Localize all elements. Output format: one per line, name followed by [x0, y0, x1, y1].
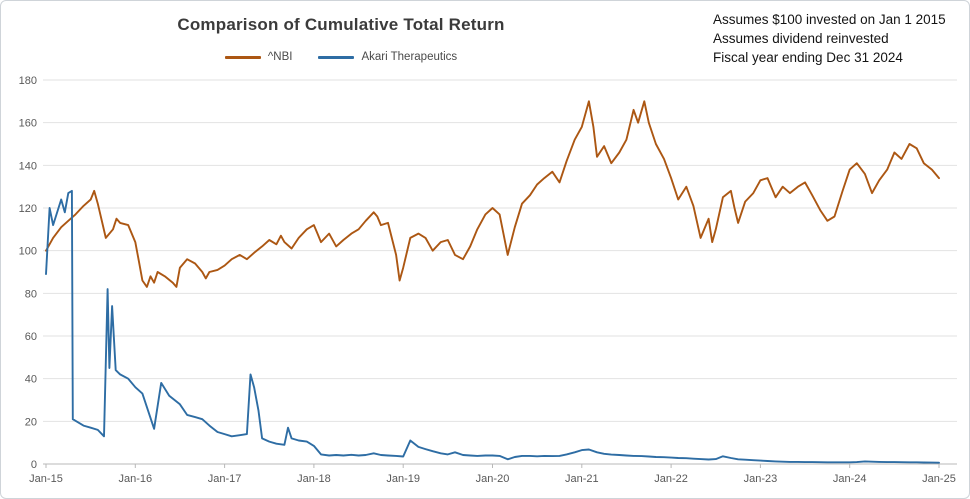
- x-axis-tick-label: Jan-18: [297, 473, 331, 485]
- series-line--nbi: [45, 100, 940, 288]
- x-axis-tick-label: Jan-25: [922, 473, 956, 485]
- annotation-line-2: Assumes dividend reinvested: [713, 31, 889, 46]
- y-axis-tick-label: 140: [19, 160, 37, 172]
- akari-line-swatch: [318, 55, 355, 59]
- annotation-line-3: Fiscal year ending Dec 31 2024: [713, 50, 903, 65]
- annotation-line-1: Assumes $100 invested on Jan 1 2015: [713, 12, 946, 27]
- x-axis-tick-label: Jan-21: [565, 473, 599, 485]
- x-axis-tick-label: Jan-15: [29, 473, 63, 485]
- x-axis-tick-label: Jan-24: [833, 473, 867, 485]
- x-axis-tick-label: Jan-19: [386, 473, 420, 485]
- nbi-line-swatch: [224, 55, 261, 59]
- legend-label-nbi: ^NBI: [267, 51, 293, 63]
- x-axis-tick-label: Jan-20: [476, 473, 510, 485]
- series-line-akari-therapeutics: [45, 189, 940, 464]
- chart-title: Comparison of Cumulative Total Return: [177, 15, 505, 34]
- x-axis-tick-label: Jan-17: [208, 473, 242, 485]
- legend-item-akari: Akari Therapeutics: [318, 51, 457, 63]
- chart-annotation: Assumes $100 invested on Jan 1 2015 Assu…: [713, 10, 963, 67]
- chart-legend: ^NBI Akari Therapeutics: [1, 51, 681, 63]
- legend-label-akari: Akari Therapeutics: [361, 51, 458, 63]
- y-axis-tick-label: 160: [19, 118, 37, 130]
- x-axis-tick-label: Jan-23: [744, 473, 778, 485]
- y-axis-tick-label: 80: [25, 288, 37, 300]
- y-axis-tick-label: 120: [19, 203, 37, 215]
- y-axis-tick-label: 180: [19, 75, 37, 87]
- y-axis-tick-label: 60: [25, 331, 37, 343]
- y-axis-tick-label: 100: [19, 246, 37, 258]
- x-axis-tick-label: Jan-16: [118, 473, 152, 485]
- y-axis-tick-label: 40: [25, 374, 37, 386]
- legend-item-nbi: ^NBI: [224, 51, 293, 63]
- y-axis-tick-label: 0: [31, 459, 37, 471]
- x-axis-tick-label: Jan-22: [654, 473, 688, 485]
- y-axis-tick-label: 20: [25, 416, 37, 428]
